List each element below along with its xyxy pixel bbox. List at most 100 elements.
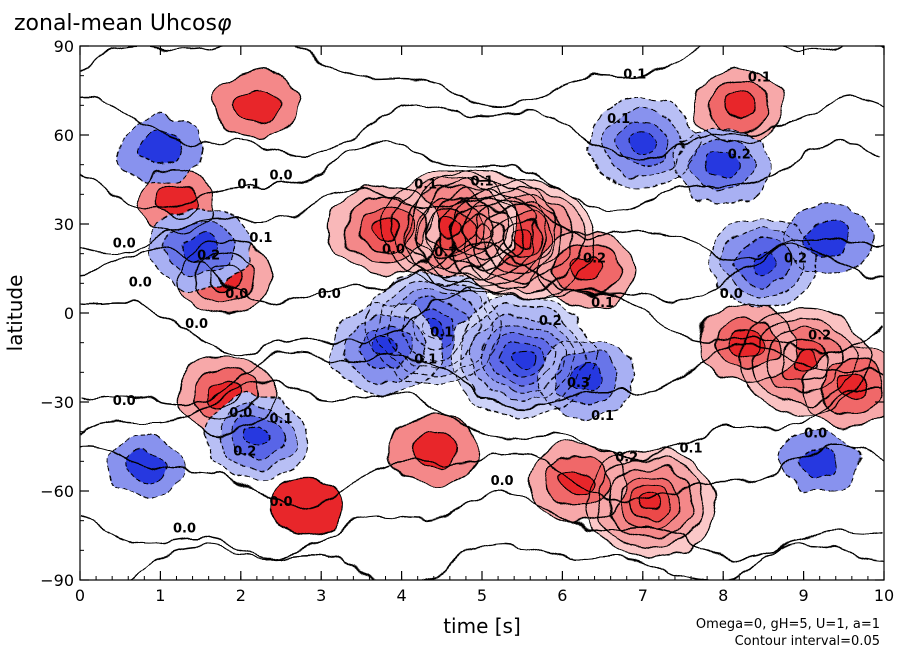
contour-negative-18-level-3	[470, 314, 574, 401]
contour-positive-2-level-4	[415, 198, 485, 256]
contour-positive-9-level-1	[529, 442, 628, 522]
contour-negative-21-level-2	[721, 228, 805, 297]
contour-positive-15-level-1	[692, 68, 786, 143]
contour-negative-29-level-2	[124, 451, 165, 483]
contour-label-26: 0.0	[185, 317, 208, 332]
region-positive-16-level-1	[268, 477, 342, 534]
contour-positive-2-level-5	[426, 207, 474, 247]
contour-label-18: 0.1	[237, 177, 260, 192]
contour-positive-6-level-2	[714, 316, 781, 370]
x-tick-label-5: 5	[477, 586, 487, 605]
contour-label-19: 0.0	[269, 169, 292, 184]
region-positive-3-level-4	[371, 218, 400, 242]
zero-contour-10	[122, 541, 884, 580]
contour-negative-19-level-2	[343, 314, 428, 383]
contour-negative-18-level-7	[511, 348, 533, 367]
contour-negative-18-level-6	[501, 339, 544, 376]
region-positive-6-level-3	[731, 329, 764, 356]
contour-negative-17-level-3	[388, 289, 480, 366]
x-tick-label-10: 10	[874, 586, 894, 605]
contour-label-16: 0.2	[728, 148, 751, 163]
contour-positive-1-level-1	[450, 178, 595, 300]
contour-negative-21-level-4	[749, 250, 778, 275]
contour-label-10: 0.0	[720, 287, 743, 302]
x-tick-label-7: 7	[638, 586, 648, 605]
contour-label-8: 0.1	[430, 326, 453, 341]
contour-label-12: 0.2	[808, 329, 831, 344]
contour-positive-5-level-2	[752, 317, 856, 404]
contour-label-13: 0.1	[623, 68, 646, 83]
y-tick-label-2: −30	[40, 393, 74, 412]
region-negative-24-level-3	[707, 151, 740, 178]
contour-negative-23-level-4	[628, 132, 658, 156]
y-tick-label-1: −60	[40, 482, 74, 501]
contour-label-9: 0.1	[414, 352, 437, 367]
contour-positive-1-level-3	[470, 195, 574, 283]
contour-label-30: 0.0	[269, 495, 292, 510]
contour-label-32: 0.1	[680, 441, 703, 456]
x-axis-label: time [s]	[443, 614, 521, 638]
contour-negative-18-level-4	[480, 322, 564, 393]
contour-negative-20-level-3	[569, 364, 604, 392]
contour-positive-12-level-3	[208, 264, 241, 291]
contour-label-2: 0.0	[382, 243, 405, 258]
contour-negative-28-level-1	[779, 430, 860, 493]
contour-interval-note: Contour interval=0.05	[735, 634, 880, 649]
contour-label-22: 0.1	[249, 231, 272, 246]
contour-positive-14-level-2	[156, 184, 197, 217]
contour-label-3: 0.2	[583, 252, 606, 267]
contour-negative-25-level-3	[230, 415, 284, 460]
contour-negative-23-level-1	[587, 98, 699, 189]
y-tick-label-4: 30	[54, 215, 74, 234]
contour-positive-6-level-1	[698, 303, 797, 382]
contour-negative-28-level-2	[799, 445, 840, 478]
x-tick-label-2: 2	[236, 586, 246, 605]
contour-negative-21-level-1	[708, 217, 819, 308]
contour-positive-3-level-1	[330, 184, 441, 276]
contour-positive-4-level-1	[537, 229, 636, 308]
contour-label-11: 0.2	[784, 252, 807, 267]
contour-positive-0-level-2	[417, 178, 547, 287]
contour-positive-7-level-2	[819, 360, 884, 414]
contour-label-5: 0.2	[539, 314, 562, 329]
x-tick-label-6: 6	[557, 586, 567, 605]
contour-negative-19-level-3	[357, 325, 414, 372]
contour-negative-18-level-5	[491, 331, 554, 384]
region-positive-13-level-2	[235, 89, 278, 122]
contour-positive-1-level-2	[460, 186, 585, 291]
zero-contour-8	[80, 443, 884, 510]
contour-label-1: 0.2	[434, 246, 457, 261]
contour-positive-2-level-2	[392, 179, 507, 275]
contour-positive-1-level-7	[511, 229, 534, 249]
contour-negative-29-level-1	[104, 436, 185, 499]
contour-label-35: 0.0	[173, 522, 196, 537]
y-tick-label-0: −90	[40, 571, 74, 590]
contour-positive-2-level-3	[404, 188, 496, 266]
contour-negative-20-level-1	[537, 339, 636, 418]
y-axis: −90 −60 −30 0 30 60 90	[40, 37, 884, 590]
contour-negative-24-level-2	[690, 138, 756, 191]
x-tick-label-1: 1	[155, 586, 165, 605]
zero-contour-2	[80, 141, 884, 212]
x-tick-label-9: 9	[799, 586, 809, 605]
zero-contour-7	[80, 383, 884, 459]
contour-positive-4-level-2	[553, 242, 620, 295]
plot-area	[80, 46, 884, 580]
x-tick-label-4: 4	[397, 586, 407, 605]
contour-negative-24-level-3	[706, 151, 740, 179]
y-tick-label-3: 0	[64, 304, 74, 323]
contour-positive-0-level-1	[407, 169, 557, 296]
contour-negative-17-level-6	[421, 317, 446, 338]
contour-label-7: 0.1	[591, 409, 614, 424]
contour-positive-11-level-2	[191, 366, 258, 420]
contour-positive-8-level-3	[606, 466, 695, 540]
contour-positive-16-level-1	[267, 477, 343, 535]
contour-label-36: 0.0	[113, 394, 136, 409]
x-tick-label-3: 3	[316, 586, 326, 605]
contour-negative-25-level-1	[204, 394, 310, 481]
contour-label-24: 0.0	[225, 287, 248, 302]
contour-positive-8-level-4	[617, 475, 684, 531]
contour-negative-25-level-4	[243, 426, 271, 449]
contour-positive-5-level-1	[739, 307, 868, 414]
